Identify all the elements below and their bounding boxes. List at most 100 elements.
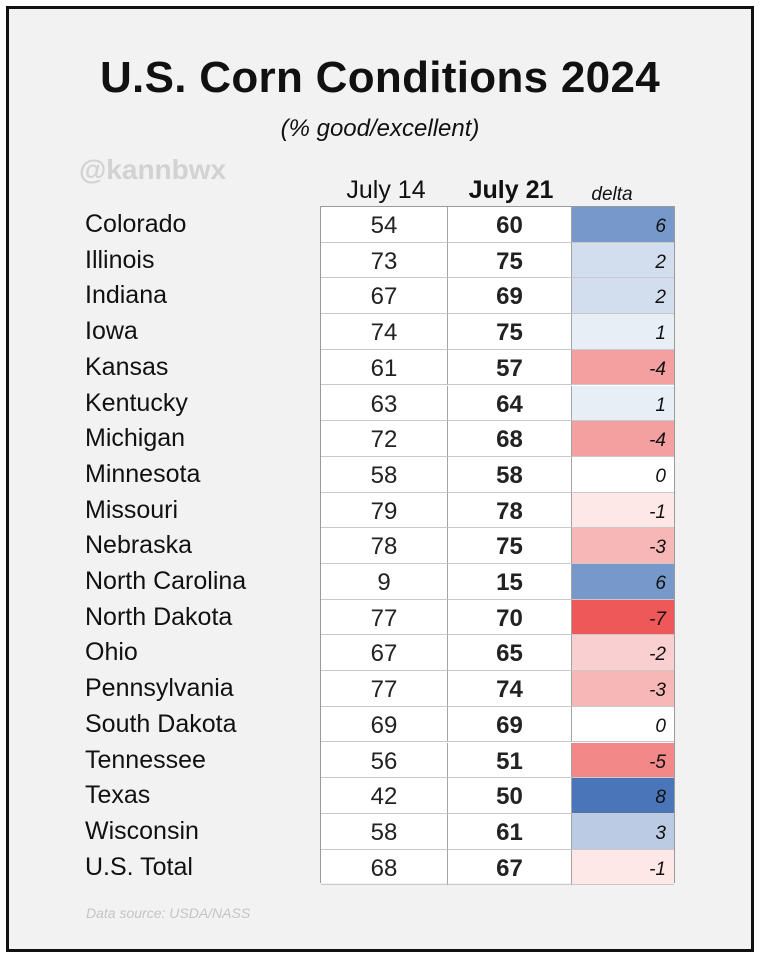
cell-july21: 65 (448, 635, 572, 672)
cell-delta: 2 (572, 278, 674, 315)
cell-july21: 15 (448, 564, 572, 600)
table-row: Michigan 72 68 -4 (0, 421, 760, 457)
cell-july14: 58 (321, 456, 448, 493)
cell-delta: -5 (572, 742, 674, 779)
cell-july14: 67 (321, 635, 448, 672)
cell-july14: 74 (321, 314, 448, 350)
cell-july14: 63 (321, 385, 448, 422)
data-source-note: Data source: USDA/NASS (86, 905, 251, 921)
row-label-state: North Carolina (85, 567, 247, 595)
cell-delta: 0 (572, 456, 674, 493)
cell-july14: 61 (321, 349, 448, 386)
cell-july21: 75 (448, 314, 572, 350)
cell-delta: 1 (572, 385, 674, 422)
cell-july21: 74 (448, 671, 572, 707)
cell-july21: 67 (448, 849, 572, 886)
cell-july14: 77 (321, 599, 448, 636)
table-row: South Dakota 69 69 0 (0, 706, 760, 743)
cell-delta: -4 (572, 421, 674, 457)
row-label-state: Kentucky (85, 388, 188, 417)
row-label-state: Nebraska (85, 531, 192, 560)
row-label-state: U.S. Total (85, 852, 193, 881)
chart-subtitle: (% good/excellent) (280, 115, 480, 142)
cell-july14: 9 (321, 564, 448, 600)
row-label-state: Missouri (85, 495, 179, 524)
chart-title: U.S. Corn Conditions 2024 (99, 53, 660, 102)
table-row: Pennsylvania 77 74 -3 (0, 671, 760, 707)
cell-delta: -3 (572, 528, 674, 564)
table-row: North Dakota 77 70 -7 (0, 599, 760, 636)
cell-july14: 73 (321, 242, 448, 279)
row-label-state: Kansas (85, 352, 169, 381)
table-row: Missouri 79 78 -1 (0, 492, 760, 529)
cell-july21: 78 (448, 492, 572, 529)
cell-july21: 69 (448, 278, 572, 315)
cell-delta: 3 (572, 813, 674, 850)
cell-july21: 61 (448, 813, 572, 850)
cell-delta: -2 (572, 635, 674, 672)
cell-july21: 51 (448, 742, 572, 779)
cell-july14: 79 (321, 492, 448, 529)
row-label-state: Iowa (85, 317, 138, 346)
table-row: Colorado 54 60 6 (0, 207, 760, 243)
column-header-july21: July 21 (468, 176, 554, 204)
row-label-state: Colorado (85, 210, 187, 238)
cell-july14: 78 (321, 528, 448, 564)
row-label-state: Minnesota (85, 459, 201, 488)
cell-july14: 72 (321, 421, 448, 457)
table-row: Iowa 74 75 1 (0, 314, 760, 350)
cell-july21: 70 (448, 599, 572, 636)
row-label-state: Michigan (85, 424, 186, 453)
cell-delta: 8 (572, 778, 674, 814)
cell-delta: -7 (572, 599, 674, 636)
cell-delta: 6 (572, 207, 674, 243)
cell-delta: 1 (572, 314, 674, 350)
cell-july14: 77 (321, 671, 448, 707)
cell-july21: 60 (448, 207, 572, 243)
cell-july21: 57 (448, 349, 572, 386)
row-label-state: Indiana (85, 281, 168, 310)
row-label-state: Tennessee (85, 745, 206, 774)
cell-july14: 69 (321, 706, 448, 743)
table-row: Tennessee 56 51 -5 (0, 742, 760, 779)
row-label-state: Wisconsin (85, 816, 199, 845)
cell-delta: 6 (572, 564, 674, 600)
cell-july21: 64 (448, 385, 572, 422)
cell-delta: 2 (572, 242, 674, 279)
cell-delta: -4 (572, 349, 674, 386)
row-label-state: Illinois (85, 245, 155, 274)
table-row: Wisconsin 58 61 3 (0, 813, 760, 850)
table-row: Nebraska 78 75 -3 (0, 528, 760, 564)
cell-july21: 75 (448, 242, 572, 279)
column-header-july14: July 14 (346, 176, 426, 204)
cell-delta: -3 (572, 671, 674, 707)
table-row: Kansas 61 57 -4 (0, 349, 760, 386)
table-row: Indiana 67 69 2 (0, 278, 760, 315)
cell-july14: 67 (321, 278, 448, 315)
row-label-state: South Dakota (85, 709, 237, 738)
row-label-state: Ohio (85, 638, 138, 667)
cell-july14: 56 (321, 742, 448, 779)
table-row: U.S. Total 68 67 -1 (0, 849, 760, 886)
table-row: Kentucky 63 64 1 (0, 385, 760, 422)
row-label-state: Texas (85, 781, 151, 810)
watermark-handle: @kannbwx (79, 154, 227, 185)
cell-july14: 54 (321, 207, 448, 243)
row-label-state: North Dakota (85, 602, 233, 631)
cell-july21: 50 (448, 778, 572, 814)
cell-july14: 68 (321, 849, 448, 886)
cell-delta: 0 (572, 706, 674, 743)
cell-delta: -1 (572, 492, 674, 529)
cell-july21: 58 (448, 456, 572, 493)
cell-july21: 75 (448, 528, 572, 564)
cell-july14: 58 (321, 813, 448, 850)
table-row: North Carolina 9 15 6 (0, 564, 760, 600)
cell-july21: 69 (448, 706, 572, 743)
column-header-delta: delta (591, 184, 633, 205)
table-row: Minnesota 58 58 0 (0, 456, 760, 493)
cell-july21: 68 (448, 421, 572, 457)
row-label-state: Pennsylvania (85, 674, 234, 703)
table-row: Ohio 67 65 -2 (0, 635, 760, 672)
cell-delta: -1 (572, 849, 674, 886)
table-row: Texas 42 50 8 (0, 778, 760, 814)
